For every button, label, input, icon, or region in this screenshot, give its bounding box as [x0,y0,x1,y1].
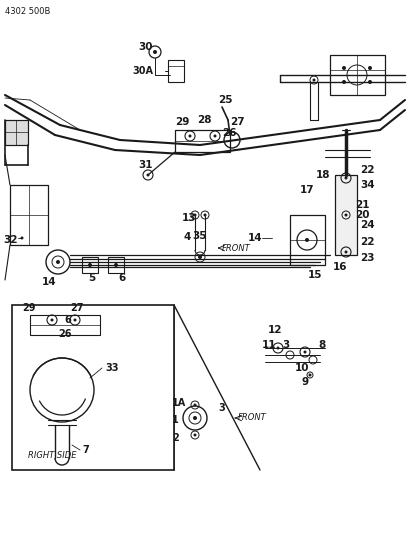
Circle shape [146,174,149,176]
Text: 35: 35 [191,231,206,241]
Text: 4: 4 [184,232,191,242]
Text: 5: 5 [88,273,95,283]
Bar [168,60,184,82]
Text: 18: 18 [315,170,330,180]
Text: 26: 26 [221,128,236,138]
Circle shape [50,319,53,321]
Text: 13: 13 [182,213,196,223]
Text: 29: 29 [175,117,189,127]
Circle shape [344,176,347,180]
Circle shape [367,80,371,84]
Text: FRONT: FRONT [221,244,250,253]
Bar [329,55,384,95]
Circle shape [114,263,118,267]
Text: RIGHT SIDE: RIGHT SIDE [28,450,76,459]
Circle shape [193,433,196,437]
Circle shape [193,416,196,420]
Text: 32: 32 [3,235,18,245]
Bar [289,215,324,265]
Circle shape [73,319,76,321]
Text: 28: 28 [196,115,211,125]
Circle shape [303,351,306,353]
Text: 20: 20 [354,210,369,220]
Circle shape [341,66,345,70]
Circle shape [88,263,92,267]
Bar [108,257,124,273]
Text: 12: 12 [267,325,282,335]
Text: 1A: 1A [172,398,186,408]
Bar [30,315,100,335]
Polygon shape [5,120,28,145]
Text: 1: 1 [172,415,178,425]
Text: 29: 29 [22,303,36,313]
Text: 6: 6 [64,315,71,325]
Text: 17: 17 [299,185,314,195]
Circle shape [276,346,279,350]
Circle shape [308,374,311,376]
Text: 33: 33 [105,363,118,373]
Text: 27: 27 [229,117,244,127]
Text: 3: 3 [218,403,224,413]
Text: 14: 14 [247,233,262,243]
Circle shape [341,80,345,84]
Text: 14: 14 [42,277,56,287]
Text: 23: 23 [359,253,373,263]
Bar [334,175,356,255]
Circle shape [203,214,206,216]
Text: 31: 31 [138,160,152,170]
Circle shape [198,255,202,259]
Circle shape [193,214,196,216]
Bar [10,185,48,245]
Bar [12,305,173,470]
Bar [82,257,98,273]
Circle shape [304,238,308,242]
Text: 22: 22 [359,165,373,175]
Circle shape [56,260,60,264]
Text: 22: 22 [359,237,373,247]
Circle shape [312,78,315,82]
Text: 11: 11 [261,340,276,350]
Text: 7: 7 [82,445,88,455]
Circle shape [367,66,371,70]
Text: 25: 25 [218,95,232,105]
Circle shape [193,403,196,407]
Text: 24: 24 [359,220,374,230]
Text: 26: 26 [58,329,71,339]
Text: 9: 9 [301,377,308,387]
Text: 10: 10 [294,363,309,373]
Bar [175,130,229,152]
Text: 30A: 30A [132,66,153,76]
Circle shape [213,134,216,138]
Circle shape [344,214,347,216]
Text: 21: 21 [354,200,369,210]
Text: FRONT: FRONT [237,414,266,423]
Circle shape [188,134,191,138]
Text: 34: 34 [359,180,374,190]
Text: 8: 8 [317,340,324,350]
Text: 30: 30 [138,42,152,52]
Circle shape [20,237,23,239]
Text: 2: 2 [172,433,178,443]
Text: 4302 500B: 4302 500B [5,6,50,15]
Circle shape [153,50,157,54]
Text: 15: 15 [307,270,322,280]
Text: 16: 16 [332,262,347,272]
Text: 27: 27 [70,303,83,313]
Circle shape [344,251,347,254]
Text: 3: 3 [281,340,288,350]
Text: 6: 6 [118,273,125,283]
